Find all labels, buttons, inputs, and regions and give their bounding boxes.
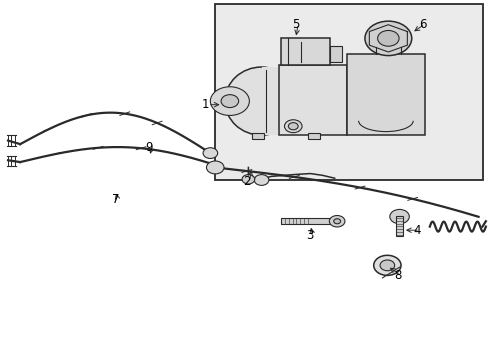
Bar bbox=[307, 134, 320, 139]
Text: 6: 6 bbox=[418, 18, 426, 31]
Circle shape bbox=[333, 219, 340, 224]
Text: 3: 3 bbox=[306, 229, 313, 242]
Circle shape bbox=[203, 148, 217, 158]
Circle shape bbox=[379, 260, 394, 271]
Circle shape bbox=[206, 161, 224, 174]
Bar bbox=[329, 45, 341, 62]
Text: 2: 2 bbox=[243, 175, 250, 188]
Text: 4: 4 bbox=[413, 224, 421, 237]
Text: 9: 9 bbox=[145, 141, 153, 154]
Bar bbox=[281, 219, 334, 224]
Circle shape bbox=[377, 31, 398, 46]
Circle shape bbox=[329, 216, 344, 227]
Circle shape bbox=[284, 120, 302, 133]
Bar bbox=[375, 47, 400, 54]
Ellipse shape bbox=[224, 67, 298, 135]
Circle shape bbox=[242, 175, 254, 184]
Bar bbox=[395, 216, 402, 235]
Text: 8: 8 bbox=[394, 269, 401, 282]
Circle shape bbox=[254, 175, 268, 185]
Text: 1: 1 bbox=[202, 98, 209, 111]
Circle shape bbox=[210, 87, 249, 116]
Circle shape bbox=[288, 123, 298, 130]
Bar bbox=[261, 67, 285, 135]
Bar bbox=[215, 4, 483, 180]
FancyBboxPatch shape bbox=[281, 39, 329, 65]
Bar bbox=[251, 134, 264, 139]
Circle shape bbox=[389, 210, 408, 224]
Text: 7: 7 bbox=[111, 193, 119, 206]
FancyBboxPatch shape bbox=[346, 54, 424, 135]
Text: 5: 5 bbox=[291, 18, 299, 31]
Circle shape bbox=[364, 21, 411, 55]
Circle shape bbox=[373, 255, 400, 275]
FancyBboxPatch shape bbox=[278, 65, 346, 135]
Circle shape bbox=[221, 95, 238, 108]
